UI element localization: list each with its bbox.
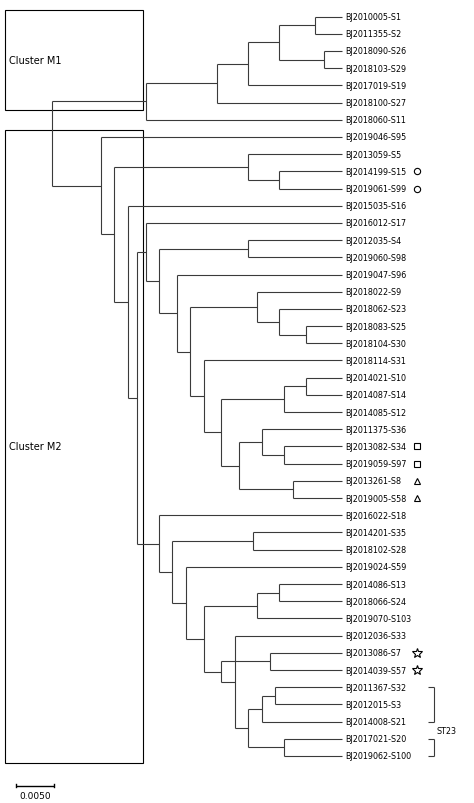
- Text: BJ2019059-S97: BJ2019059-S97: [346, 459, 407, 469]
- Text: BJ2018100-S27: BJ2018100-S27: [346, 99, 407, 108]
- Text: BJ2016022-S18: BJ2016022-S18: [346, 511, 407, 520]
- Text: BJ2017021-S20: BJ2017021-S20: [346, 735, 407, 744]
- Text: BJ2012035-S4: BJ2012035-S4: [346, 236, 401, 245]
- Text: BJ2019070-S103: BJ2019070-S103: [346, 614, 411, 623]
- Text: BJ2010005-S1: BJ2010005-S1: [346, 13, 401, 22]
- Text: BJ2018103-S29: BJ2018103-S29: [346, 64, 407, 74]
- Text: BJ2019005-S58: BJ2019005-S58: [346, 494, 407, 503]
- Text: BJ2018090-S26: BJ2018090-S26: [346, 47, 407, 56]
- Text: BJ2014021-S10: BJ2014021-S10: [346, 373, 406, 383]
- Text: BJ2014039-S57: BJ2014039-S57: [346, 666, 407, 675]
- Text: BJ2018102-S28: BJ2018102-S28: [346, 545, 407, 554]
- Text: Cluster M2: Cluster M2: [9, 442, 62, 452]
- Text: BJ2016012-S17: BJ2016012-S17: [346, 219, 407, 228]
- Text: BJ2014086-S13: BJ2014086-S13: [346, 580, 406, 589]
- Text: BJ2014085-S12: BJ2014085-S12: [346, 408, 407, 417]
- Text: BJ2012015-S3: BJ2012015-S3: [346, 700, 401, 709]
- Text: BJ2013086-S7: BJ2013086-S7: [346, 649, 401, 658]
- Text: BJ2018022-S9: BJ2018022-S9: [346, 287, 401, 297]
- Text: BJ2013059-S5: BJ2013059-S5: [346, 150, 401, 160]
- Text: ST23: ST23: [437, 726, 456, 735]
- Text: BJ2013082-S34: BJ2013082-S34: [346, 442, 406, 451]
- Text: BJ2011367-S32: BJ2011367-S32: [346, 683, 407, 692]
- Text: BJ2018083-S25: BJ2018083-S25: [346, 322, 407, 331]
- Text: BJ2019046-S95: BJ2019046-S95: [346, 133, 407, 142]
- Text: BJ2014008-S21: BJ2014008-S21: [346, 717, 406, 726]
- Text: BJ2018066-S24: BJ2018066-S24: [346, 597, 406, 606]
- Text: BJ2011355-S2: BJ2011355-S2: [346, 31, 401, 39]
- Text: BJ2011375-S36: BJ2011375-S36: [346, 426, 407, 434]
- Text: BJ2012036-S33: BJ2012036-S33: [346, 631, 406, 640]
- Text: Cluster M1: Cluster M1: [9, 55, 62, 66]
- Bar: [5, 131, 143, 763]
- Text: BJ2014087-S14: BJ2014087-S14: [346, 391, 406, 400]
- Text: BJ2019060-S98: BJ2019060-S98: [346, 254, 407, 263]
- Text: BJ2019047-S96: BJ2019047-S96: [346, 271, 407, 279]
- Text: BJ2015035-S16: BJ2015035-S16: [346, 202, 407, 211]
- Text: 0.0050: 0.0050: [19, 791, 51, 800]
- Text: BJ2014201-S35: BJ2014201-S35: [346, 528, 407, 537]
- Text: BJ2019061-S99: BJ2019061-S99: [346, 185, 407, 194]
- Text: BJ2019024-S59: BJ2019024-S59: [346, 563, 407, 572]
- Text: BJ2019062-S100: BJ2019062-S100: [346, 752, 411, 760]
- Text: BJ2014199-S15: BJ2014199-S15: [346, 168, 407, 177]
- Text: BJ2018060-S11: BJ2018060-S11: [346, 116, 406, 125]
- Text: BJ2013261-S8: BJ2013261-S8: [346, 477, 401, 486]
- Text: BJ2017019-S19: BJ2017019-S19: [346, 82, 407, 91]
- Text: BJ2018114-S31: BJ2018114-S31: [346, 357, 406, 365]
- Text: BJ2018062-S23: BJ2018062-S23: [346, 305, 407, 314]
- Bar: [5, 10, 143, 111]
- Text: BJ2018104-S30: BJ2018104-S30: [346, 340, 406, 349]
